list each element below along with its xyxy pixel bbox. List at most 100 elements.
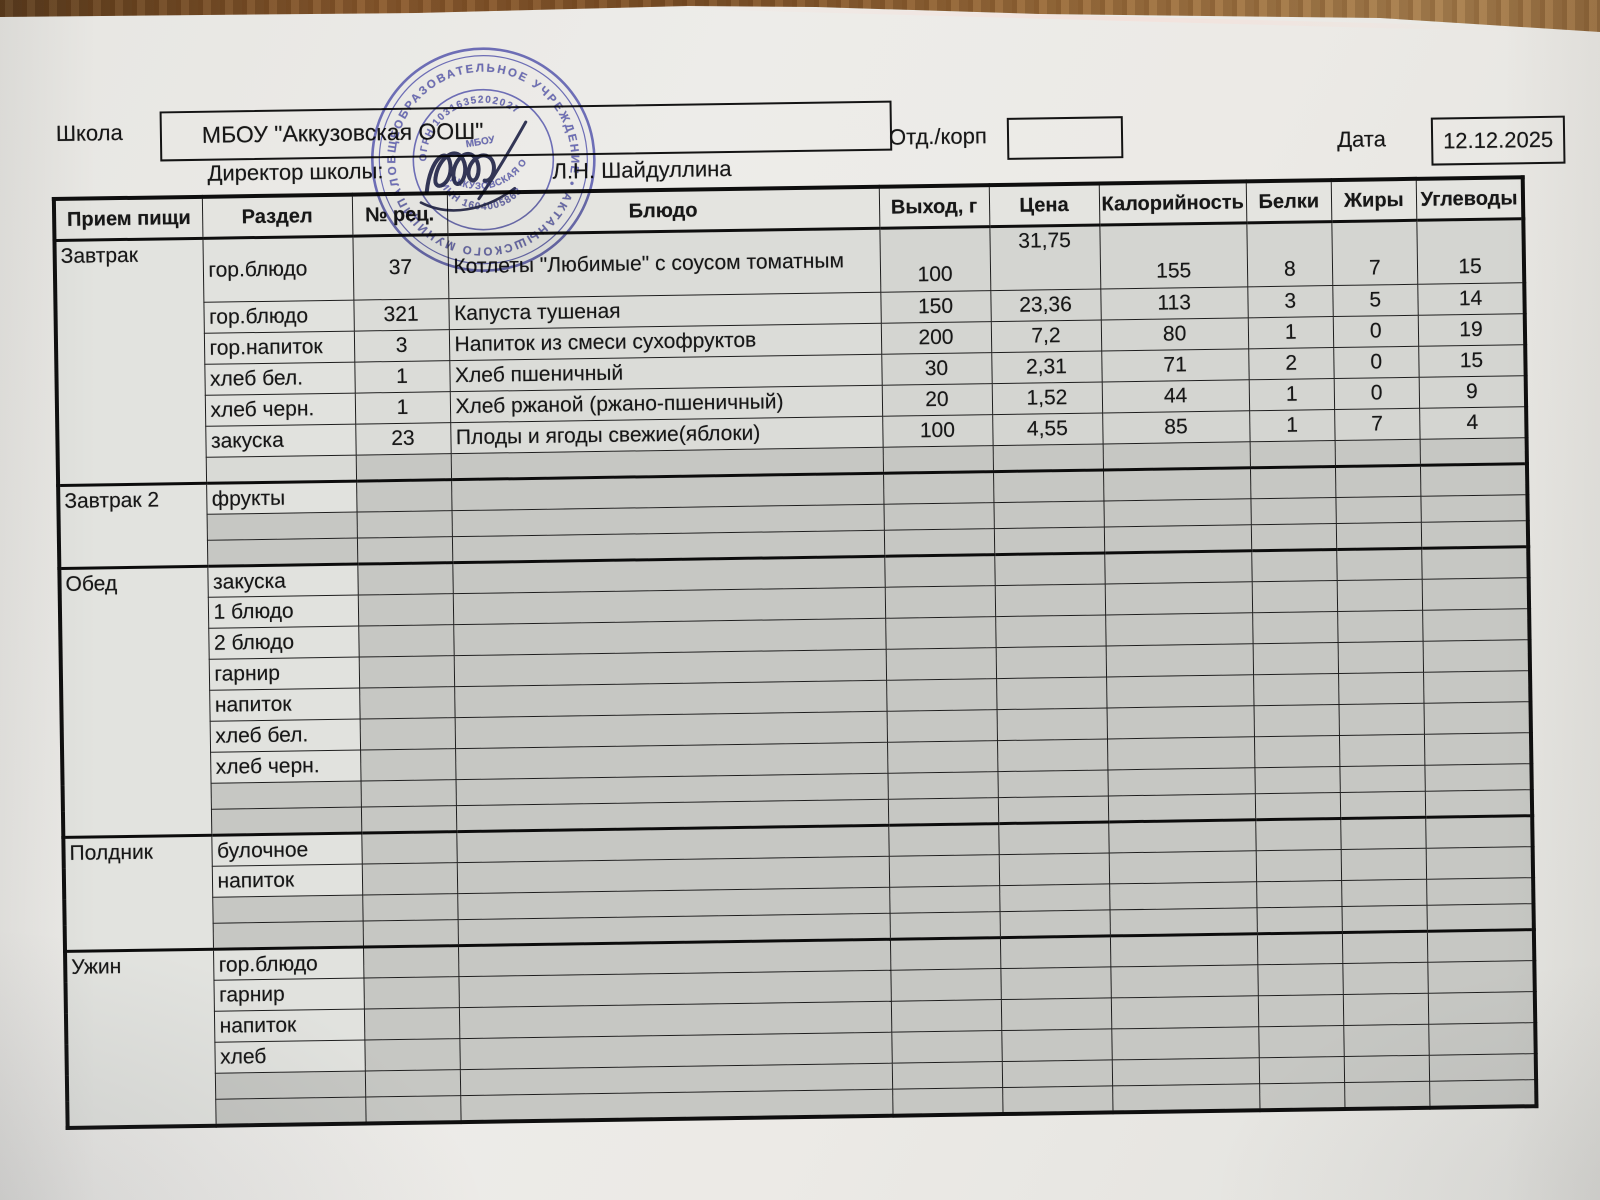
output-cell <box>884 554 995 588</box>
carbs-cell <box>1423 670 1531 704</box>
dept-label: Отд./корп <box>888 123 987 150</box>
section-cell: гор.блюдо <box>202 236 354 303</box>
carbs-cell <box>1425 815 1533 849</box>
header-carbs: Углеводы <box>1416 177 1524 221</box>
recipe-number-cell <box>358 624 454 658</box>
carbs-cell <box>1423 701 1532 735</box>
recipe-number-cell <box>364 1069 461 1098</box>
carbs-cell: 4 <box>1419 406 1527 440</box>
carbs-cell <box>1427 929 1535 963</box>
calories-cell <box>1102 467 1251 501</box>
fat-cell <box>1336 548 1422 581</box>
carbs-cell <box>1424 763 1533 792</box>
fat-cell <box>1342 931 1428 964</box>
fat-cell <box>1342 962 1429 995</box>
output-cell <box>886 678 997 712</box>
fat-cell: 7 <box>1334 408 1420 441</box>
output-cell <box>890 968 1001 1002</box>
calories-cell <box>1107 793 1256 822</box>
header-calories: Калорийность <box>1098 181 1247 226</box>
price-cell <box>1000 966 1111 1000</box>
recipe-number-cell: 23 <box>355 422 451 456</box>
recipe-number-cell <box>362 893 458 922</box>
section-cell <box>206 512 357 541</box>
output-cell <box>885 647 997 681</box>
output-cell <box>888 823 999 857</box>
recipe-number-cell <box>360 748 456 782</box>
meal-cell: Ужин <box>65 949 216 1128</box>
carbs-cell <box>1425 846 1534 880</box>
output-cell <box>891 1061 1003 1090</box>
section-cell: 1 блюдо <box>207 595 359 629</box>
fat-cell <box>1338 672 1424 705</box>
protein-cell <box>1249 440 1336 468</box>
section-cell <box>215 1097 366 1126</box>
output-cell <box>889 885 1000 914</box>
carbs-cell: 15 <box>1416 218 1525 285</box>
fat-cell: 0 <box>1333 346 1419 379</box>
calories-cell <box>1109 881 1257 910</box>
output-cell <box>890 999 1002 1033</box>
fat-cell <box>1336 522 1422 550</box>
price-cell <box>1001 1059 1113 1088</box>
recipe-number-cell <box>359 686 455 720</box>
calories-cell: 113 <box>1100 286 1249 321</box>
calories-cell <box>1102 441 1251 470</box>
recipe-number-cell <box>360 779 456 808</box>
section-cell <box>210 807 362 836</box>
fat-cell <box>1336 579 1423 612</box>
protein-cell <box>1259 1082 1345 1110</box>
carbs-cell <box>1428 991 1536 1025</box>
output-cell <box>887 797 999 826</box>
carbs-cell <box>1424 732 1532 766</box>
section-cell: хлеб бел. <box>204 362 355 396</box>
fat-cell: 0 <box>1333 315 1419 348</box>
header-output: Выход, г <box>878 185 990 229</box>
calories-cell <box>1103 498 1252 527</box>
dish-cell <box>460 1089 893 1122</box>
section-cell: 2 блюдо <box>208 626 359 660</box>
calories-cell <box>1106 705 1255 739</box>
recipe-number-cell <box>358 655 455 689</box>
calories-cell: 155 <box>1099 222 1248 290</box>
carbs-cell <box>1426 877 1534 906</box>
fat-cell <box>1344 1055 1430 1083</box>
fat-cell <box>1338 703 1425 736</box>
price-cell <box>996 676 1107 710</box>
recipe-number-cell <box>359 717 456 751</box>
recipe-number-cell <box>356 510 452 539</box>
protein-cell <box>1251 523 1337 551</box>
price-cell <box>993 469 1104 503</box>
fat-cell <box>1341 879 1427 907</box>
carbs-cell <box>1426 903 1535 932</box>
menu-table-body: Завтрак гор.блюдо 37 Котлеты "Любимые" с со… <box>54 218 1537 1128</box>
calories-cell <box>1107 767 1256 796</box>
protein-cell <box>1258 1025 1345 1058</box>
stamp-rings: ОБЩЕОБРАЗОВАТЕЛЬНОЕ УЧРЕЖДЕНИЕ • АКТАНЫШ… <box>361 37 596 277</box>
recipe-number-cell <box>360 805 457 834</box>
carbs-cell <box>1421 577 1530 611</box>
carbs-cell <box>1420 463 1528 497</box>
section-cell: фрукты <box>206 481 357 515</box>
calories-cell <box>1106 736 1255 770</box>
meal-cell: Завтрак <box>54 238 207 486</box>
dept-box <box>1006 116 1124 160</box>
output-cell <box>883 528 995 557</box>
header-meal: Прием пищи <box>53 196 203 241</box>
price-cell <box>1000 997 1112 1031</box>
fat-cell <box>1340 817 1426 850</box>
protein-cell <box>1256 906 1343 934</box>
calories-cell <box>1112 1083 1260 1112</box>
section-cell: гор.напиток <box>203 331 355 365</box>
section-cell <box>206 538 358 567</box>
output-cell <box>891 1030 1002 1064</box>
output-cell <box>884 585 996 619</box>
carbs-cell <box>1419 437 1528 466</box>
output-cell <box>883 502 994 531</box>
calories-cell: 85 <box>1102 410 1250 445</box>
protein-cell <box>1257 963 1344 996</box>
section-cell: гор.блюдо <box>213 947 364 981</box>
fat-cell <box>1343 993 1429 1026</box>
meal-cell: Обед <box>59 566 212 838</box>
